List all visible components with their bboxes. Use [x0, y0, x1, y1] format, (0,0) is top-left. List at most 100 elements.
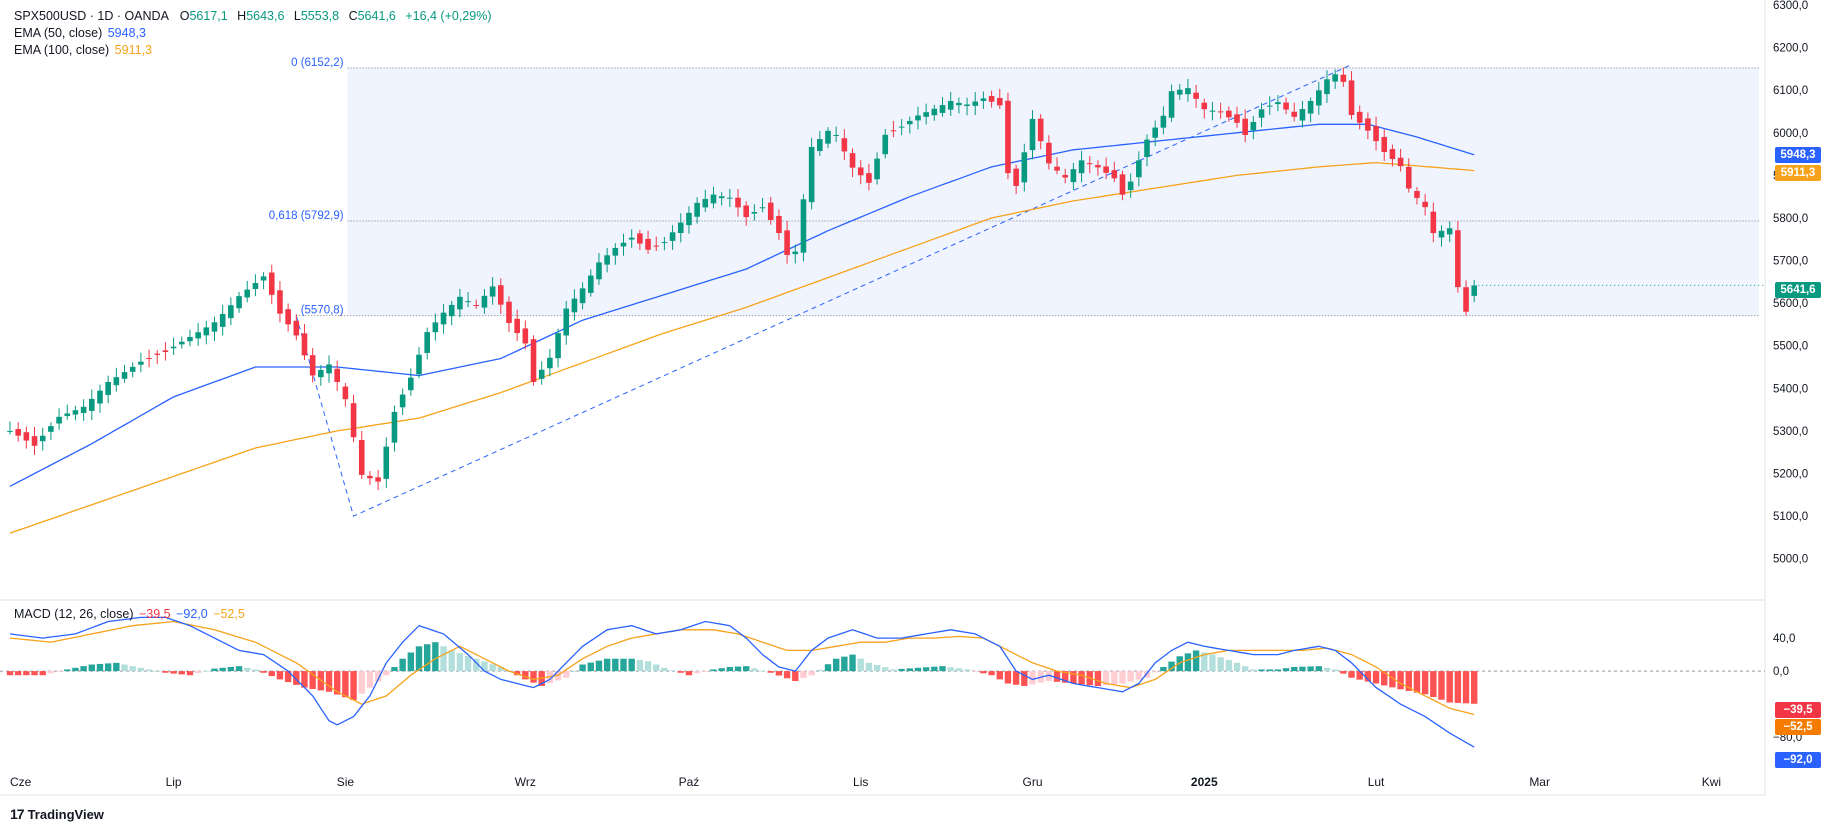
- candle-body: [1013, 168, 1019, 186]
- histogram-bar: [906, 668, 913, 672]
- candle-body: [391, 411, 398, 443]
- histogram-bar: [1413, 671, 1421, 693]
- candle-body: [358, 439, 365, 475]
- tradingview-logo[interactable]: 17 TradingView: [10, 806, 104, 822]
- macd-label: MACD (12, 26, close): [14, 607, 134, 621]
- candle-body: [522, 328, 529, 344]
- histogram-bar: [137, 667, 145, 672]
- candle-body: [1046, 142, 1052, 164]
- histogram-bar: [1454, 671, 1462, 703]
- candle-body: [677, 222, 684, 234]
- candle-body: [956, 102, 962, 106]
- histogram-bar: [939, 666, 946, 672]
- histogram-bar: [6, 671, 14, 676]
- histogram-bar: [931, 666, 938, 672]
- histogram-bar: [1176, 656, 1183, 672]
- histogram-bar: [996, 671, 1003, 680]
- histogram-bar: [1094, 671, 1102, 686]
- histogram-bar: [1266, 669, 1273, 672]
- macd-histogram: [6, 642, 1478, 704]
- histogram-bar: [1201, 652, 1208, 672]
- histogram-bar: [55, 671, 63, 672]
- candle-body: [1119, 174, 1126, 195]
- histogram-bar: [743, 666, 750, 672]
- high-value: 5643,6: [246, 9, 285, 23]
- histogram-bar: [1111, 671, 1118, 685]
- histogram-bar: [1331, 669, 1339, 672]
- histogram-bar: [415, 646, 423, 672]
- candle-body: [579, 288, 586, 304]
- histogram-bar: [186, 671, 194, 676]
- histogram-bar: [301, 671, 308, 688]
- candle-body: [808, 146, 815, 203]
- candle-body: [39, 435, 46, 442]
- candle-body: [1446, 228, 1453, 235]
- histogram-bar: [1405, 671, 1412, 691]
- candle-body: [1005, 100, 1011, 174]
- time-axis-tick: Paź: [679, 775, 700, 789]
- histogram-bar: [988, 671, 995, 676]
- candle-body: [1176, 89, 1183, 95]
- histogram-bar: [865, 662, 873, 672]
- candle-body: [849, 153, 856, 168]
- histogram-bar: [1053, 671, 1061, 682]
- candle-body: [514, 318, 520, 334]
- histogram-bar: [432, 642, 439, 672]
- time-axis-tick: Wrz: [515, 775, 536, 789]
- histogram-bar: [808, 671, 815, 676]
- candle-body: [1307, 100, 1314, 114]
- candle-body: [1095, 165, 1101, 168]
- histogram-bar: [276, 671, 284, 680]
- histogram-bar: [1282, 668, 1290, 672]
- candle-body: [661, 242, 668, 244]
- ema50-legend[interactable]: EMA (50, close) 5948,3: [14, 25, 146, 41]
- macd-axis-tick: 40,0: [1773, 633, 1795, 645]
- candle-body: [996, 97, 1003, 106]
- fib-level-label: 0 (6152,2): [291, 57, 344, 69]
- candle-body: [1226, 110, 1232, 118]
- histogram-bar: [571, 671, 578, 672]
- candle-body: [268, 272, 275, 295]
- candle-body: [1029, 118, 1036, 151]
- candle-body: [694, 202, 700, 217]
- candle-body: [1054, 166, 1060, 171]
- candle-body: [628, 237, 635, 240]
- histogram-bar: [1192, 650, 1200, 672]
- price-axis-tick: 5800,0: [1773, 213, 1808, 225]
- candle-body: [1037, 118, 1044, 142]
- candle-body: [907, 120, 913, 125]
- candle-body: [596, 262, 602, 280]
- histogram-bar: [14, 671, 22, 676]
- histogram-bar: [194, 671, 202, 674]
- histogram-bar: [841, 656, 848, 672]
- macd-hist-value: −39,5: [138, 607, 171, 621]
- price-axis-tick: 6000,0: [1773, 128, 1808, 140]
- histogram-bar: [1307, 666, 1314, 672]
- histogram-bar: [644, 661, 652, 672]
- candle-body: [1365, 118, 1371, 131]
- candle-body: [1144, 139, 1150, 157]
- tradingview-icon: 17: [10, 806, 25, 822]
- ema100-legend[interactable]: EMA (100, close) 5911,3: [14, 42, 152, 58]
- histogram-bar: [579, 664, 586, 672]
- histogram-bar: [464, 655, 472, 672]
- low-value: 5553,8: [300, 9, 340, 23]
- candle-body: [1160, 115, 1167, 128]
- histogram-bar: [440, 646, 447, 672]
- candle-body: [1405, 166, 1412, 189]
- macd-legend[interactable]: MACD (12, 26, close) −39,5 −92,0 −52,5: [14, 606, 245, 622]
- candle-body: [988, 96, 995, 102]
- candle-body: [727, 197, 733, 199]
- histogram-bar: [260, 671, 267, 673]
- histogram-bar: [31, 671, 38, 676]
- histogram-bar: [857, 658, 864, 672]
- candle-body: [113, 377, 120, 386]
- candle-body: [857, 167, 864, 176]
- histogram-bar: [1471, 671, 1478, 704]
- histogram-bar: [113, 662, 120, 672]
- candle-body: [64, 413, 71, 417]
- candle-body: [1242, 118, 1248, 135]
- histogram-bar: [1102, 671, 1110, 686]
- candle-body: [825, 130, 831, 144]
